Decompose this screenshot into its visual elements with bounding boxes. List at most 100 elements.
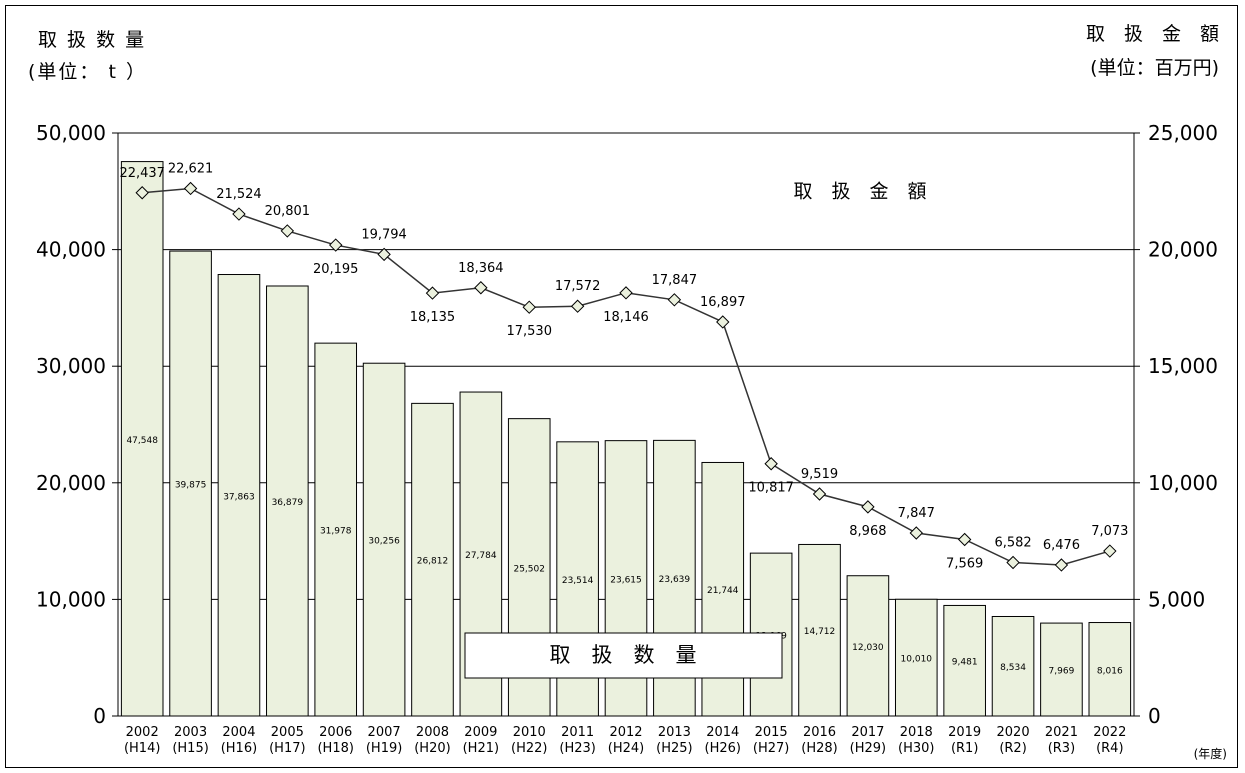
line-value-label: 17,572 (555, 279, 601, 294)
left-tick-label: 50,000 (36, 121, 106, 145)
right-axis-unit: (単位：百万円) (1090, 57, 1219, 79)
x-tick-year: 2020 (997, 725, 1030, 740)
x-tick-year: 2002 (126, 725, 159, 740)
right-tick-label: 10,000 (1148, 471, 1218, 495)
x-tick-era: (H24) (608, 741, 644, 756)
bar-value-label: 37,863 (223, 492, 255, 502)
line-value-label: 19,794 (361, 227, 407, 242)
bar-value-label: 21,744 (707, 586, 739, 596)
x-tick-era: (R1) (951, 741, 978, 756)
x-tick-year: 2008 (416, 725, 449, 740)
x-tick-era: (H26) (705, 741, 741, 756)
line-series (135, 181, 1117, 572)
line-marker (909, 526, 923, 540)
x-tick-year: 2017 (851, 725, 884, 740)
line-marker (280, 224, 295, 238)
left-tick-label: 0 (93, 704, 106, 728)
bar-value-label: 47,548 (126, 436, 158, 446)
x-tick-era: (H27) (753, 741, 789, 756)
x-tick-year: 2004 (222, 725, 255, 740)
line-value-label: 10,817 (748, 481, 794, 496)
line-value-label: 8,968 (849, 524, 886, 539)
bar-value-label: 30,256 (368, 537, 400, 547)
line-marker (135, 186, 149, 200)
chart-frame: 47,548 39,875 37,863 36,879 31,978 30,256 26,8… (5, 5, 1238, 768)
line-marker (619, 286, 633, 300)
line-marker (377, 247, 391, 262)
line-marker (716, 315, 730, 329)
bar-series-label: 取 扱 数 量 (550, 643, 697, 667)
bar-value-label: 27,784 (465, 551, 497, 561)
x-tick-era: (R2) (999, 741, 1026, 756)
line-marker (425, 286, 440, 300)
bar (217, 274, 261, 717)
left-axis-unit: (単位： t ） (28, 61, 147, 83)
x-tick-era: (H18) (317, 741, 353, 756)
line-marker (183, 181, 198, 196)
x-tick-year: 2022 (1093, 725, 1126, 740)
bar (798, 543, 841, 717)
bar (894, 598, 938, 717)
line-value-label: 7,073 (1091, 524, 1128, 539)
x-tick-era: (H23) (559, 741, 595, 756)
right-tick-label: 15,000 (1148, 354, 1218, 378)
x-tick-year: 2003 (174, 725, 207, 740)
left-tick-label: 10,000 (36, 587, 106, 611)
line-marker (232, 207, 246, 221)
bar (411, 402, 454, 717)
bar (362, 362, 406, 717)
x-tick-labels: 2002(H14) 2003(H15) 2004(H16) 2005(H17) 2006… (124, 725, 1126, 756)
right-tick-label: 20,000 (1148, 238, 1218, 262)
left-axis-title: 取 扱 数 量 (38, 29, 146, 51)
line-value-label: 20,801 (265, 204, 311, 219)
bar (943, 604, 986, 717)
right-tick-label: 0 (1148, 704, 1161, 728)
line-marker (570, 299, 585, 313)
line-marker (329, 238, 343, 252)
line-marker (667, 293, 682, 307)
bar-value-label: 23,639 (659, 575, 691, 585)
line-series-label-box (760, 172, 960, 212)
line-value-label: 9,519 (801, 467, 838, 482)
x-tick-era: (H28) (801, 741, 837, 756)
line-value-label: 17,847 (652, 273, 698, 288)
line-value-label: 7,847 (898, 506, 935, 521)
bar-value-label: 26,812 (417, 557, 449, 567)
right-axis-title: 取 扱 金 額 (1086, 23, 1219, 45)
axes: 0 0 10,000 5,000 20,000 10,000 30,000 15,000 40,… (36, 121, 1218, 728)
x-tick-year: 2007 (368, 725, 401, 740)
line-value-label: 18,364 (458, 261, 504, 276)
line-series-label: 取 扱 金 額 (793, 181, 926, 203)
x-tick-era: (H22) (511, 741, 547, 756)
bar-value-label: 39,875 (175, 481, 207, 491)
x-tick-era: (H21) (463, 741, 499, 756)
bar-series-label-box (464, 632, 783, 679)
line-value-label: 20,195 (313, 262, 359, 277)
x-tick-year: 2010 (513, 725, 546, 740)
line-marker (812, 487, 827, 501)
line-value-label: 6,476 (1043, 538, 1080, 553)
line-marker (474, 281, 488, 295)
bar-value-label: 23,514 (562, 576, 594, 586)
bar-value-label: 36,879 (272, 498, 304, 508)
bar-value-label: 8,534 (1000, 663, 1026, 673)
bar-value-label: 7,969 (1049, 667, 1075, 677)
bar-value-label: 14,712 (804, 627, 836, 637)
x-tick-year: 2012 (609, 725, 642, 740)
x-tick-year: 2015 (755, 725, 788, 740)
x-tick-era: (H25) (656, 741, 692, 756)
x-tick-year: 2014 (706, 725, 739, 740)
line-value-label: 6,582 (994, 536, 1031, 551)
x-axis-unit: (年度) (1194, 746, 1227, 761)
x-tick-year: 2011 (561, 725, 594, 740)
line-marker (1054, 558, 1069, 572)
line-value-label: 21,524 (216, 187, 262, 202)
left-tick-label: 20,000 (36, 471, 106, 495)
x-tick-year: 2021 (1045, 725, 1078, 740)
bar-value-label: 9,481 (952, 658, 978, 668)
line-value-label: 18,135 (410, 310, 456, 325)
bar (1088, 622, 1132, 717)
x-tick-era: (H20) (414, 741, 450, 756)
line-marker (522, 300, 536, 314)
